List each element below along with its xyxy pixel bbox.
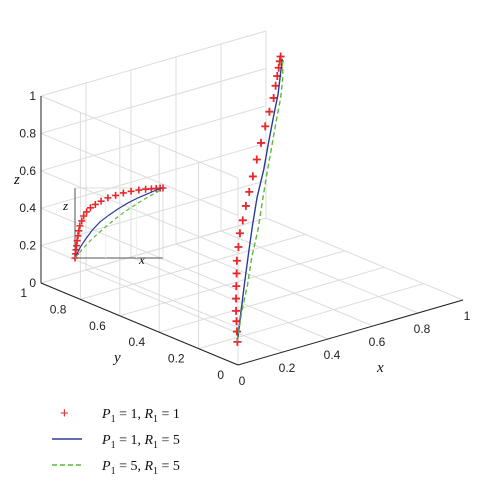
floor-grid-line <box>80 233 306 300</box>
inset-series-2-line <box>74 187 163 259</box>
back-wall-grid-line <box>40 170 239 254</box>
y-tick-label: 0 <box>217 368 224 382</box>
x-tick-label: 0.6 <box>369 335 386 349</box>
x-tick-label: 1 <box>464 309 471 323</box>
inset-series-1-marker <box>127 187 135 195</box>
inset-panel: z x <box>62 184 167 267</box>
y-tick-label: 0.4 <box>129 335 146 349</box>
inset-series-1-marker <box>119 189 127 197</box>
series-1-marker <box>238 216 247 225</box>
series-1-marker <box>232 294 241 303</box>
series-1-marker <box>271 81 280 90</box>
axis-box <box>40 96 464 366</box>
side-wall-grid-line <box>40 105 267 172</box>
inset-series-1-marker <box>75 227 83 235</box>
z-axis-label: z <box>13 172 20 188</box>
series-1-marker <box>269 93 278 102</box>
back-wall-grid-line <box>40 207 239 291</box>
y-tick-label: 0.8 <box>50 302 67 316</box>
series-1-marker <box>265 107 274 116</box>
side-wall-grid-line <box>40 142 267 209</box>
z-tick-label: 0.8 <box>19 126 36 140</box>
inset-series-1-marker <box>91 200 99 208</box>
x-axis-line <box>237 299 464 366</box>
inset-series-1-marker <box>86 204 94 212</box>
y-tick-label: 1 <box>20 286 27 300</box>
series-1-marker <box>235 229 244 238</box>
series-1-marker <box>232 306 241 315</box>
series-1-marker <box>276 52 285 61</box>
x-axis-label: x <box>376 360 384 376</box>
legend-label-series-3: P1 = 5, R1 = 5 <box>101 459 180 477</box>
y-tick-label: 0.6 <box>89 319 106 333</box>
inset-series-1-marker <box>104 194 112 202</box>
floor-grid-line <box>85 269 284 353</box>
series-1-marker <box>241 201 250 210</box>
series-1-marker <box>248 172 257 181</box>
tick-labels: 00.20.40.60.8100.20.40.60.8100.20.40.60.… <box>19 89 470 388</box>
floor-grid-line <box>119 250 345 317</box>
x-tick-label: 0.8 <box>414 322 431 336</box>
inset-series-1-marker <box>97 197 105 205</box>
series-1-marker <box>232 269 241 278</box>
y-tick-label: 0.2 <box>168 352 185 366</box>
legend-item-series-3: P1 = 5, R1 = 5 <box>52 459 180 477</box>
x-tick-label: 0.4 <box>324 348 341 362</box>
series-1-marker <box>261 122 270 131</box>
x-tick-label: 0.2 <box>279 361 296 375</box>
data-series <box>232 52 285 346</box>
grid-lines <box>40 30 464 366</box>
side-wall-grid-line <box>40 217 267 284</box>
series-1-marker <box>232 282 241 291</box>
series-1-marker <box>232 327 241 336</box>
floor-grid-line <box>198 283 424 350</box>
inset-series-1-marker <box>83 208 91 216</box>
z-tick-label: 0.6 <box>19 164 36 178</box>
inset-z-label: z <box>62 198 68 213</box>
legend-item-series-2: P1 = 1, R1 = 5 <box>52 433 180 451</box>
floor-grid-line <box>220 230 419 314</box>
inset-series-1-marker <box>135 186 143 194</box>
x-tick-label: 0 <box>239 374 246 388</box>
y-axis-line <box>40 282 239 366</box>
inset-series-1-marker <box>76 222 84 230</box>
inset-series-1-marker <box>78 217 86 225</box>
floor-grid-line <box>130 256 329 340</box>
floor-grid-line <box>159 266 385 333</box>
legend-label-series-1: P1 = 1, R1 = 1 <box>101 407 180 425</box>
series-1-marker <box>257 138 266 147</box>
inset-series-3-line <box>74 187 163 259</box>
series-1-marker <box>252 155 261 164</box>
inset-series-1-marker <box>74 232 82 240</box>
legend-item-series-1: + P1 = 1, R1 = 1 <box>60 405 180 425</box>
z-tick-label: 0 <box>29 276 36 290</box>
y-axis-label: y <box>112 350 121 366</box>
inset-series-1-marker <box>112 191 120 199</box>
legend: + P1 = 1, R1 = 1 P1 = 1, R1 = 5 P1 = 5, … <box>52 405 180 477</box>
series-1-marker <box>234 243 243 252</box>
legend-label-series-2: P1 = 1, R1 = 5 <box>101 433 180 451</box>
z-tick-label: 0.4 <box>19 201 36 215</box>
series-3-line <box>236 58 284 342</box>
series-1-marker <box>232 256 241 265</box>
series-1-marker <box>245 187 254 196</box>
floor-grid-line <box>265 217 464 301</box>
z-tick-label: 0.2 <box>19 239 36 253</box>
back-wall-grid-line <box>40 95 239 179</box>
legend-marker-plus: + <box>60 405 69 422</box>
inset-x-label: x <box>138 252 145 267</box>
back-wall-grid-line <box>40 132 239 216</box>
z-tick-label: 1 <box>29 89 36 103</box>
floor-grid-line <box>175 243 374 327</box>
side-wall-grid-line <box>40 67 267 134</box>
side-wall-grid-line <box>40 30 267 97</box>
inset-series-1-marker <box>80 212 88 220</box>
back-wall-grid-line <box>40 245 239 329</box>
series-2-line <box>236 58 283 342</box>
